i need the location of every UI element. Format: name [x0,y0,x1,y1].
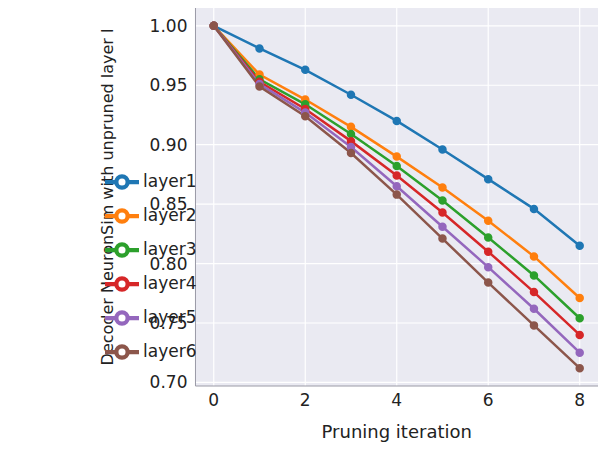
svg-text:0.70: 0.70 [150,372,188,392]
svg-text:0.80: 0.80 [150,254,188,274]
svg-text:0: 0 [208,390,219,410]
svg-text:Pruning iteration: Pruning iteration [322,421,472,442]
svg-text:8: 8 [574,390,585,410]
svg-text:0.95: 0.95 [150,75,188,95]
svg-text:0.90: 0.90 [150,135,188,155]
svg-text:6: 6 [483,390,494,410]
svg-text:2: 2 [300,390,311,410]
svg-text:0.75: 0.75 [150,313,188,333]
svg-text:1.00: 1.00 [150,16,188,36]
svg-text:4: 4 [391,390,402,410]
svg-text:0.85: 0.85 [150,194,188,214]
svg-text:Decoder NeuronSim with unprune: Decoder NeuronSim with unpruned layer l [98,29,117,366]
